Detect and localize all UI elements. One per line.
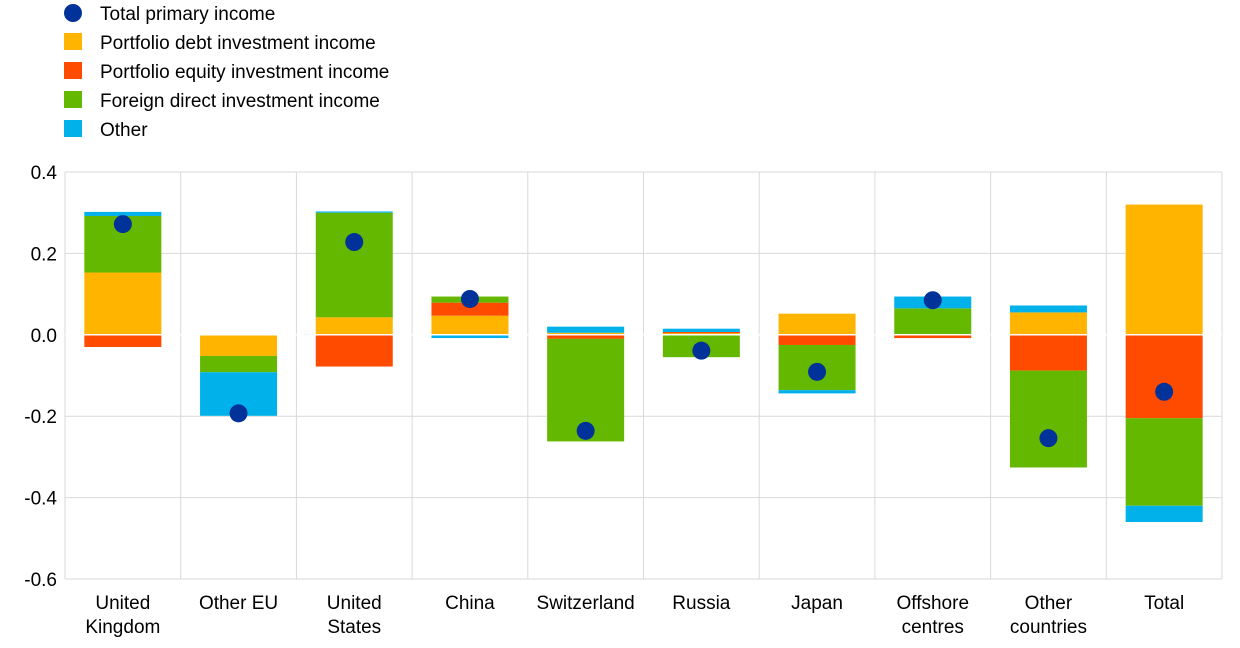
legend-swatch-portfolio-equity — [64, 62, 82, 79]
legend-label-fdi: Foreign direct investment income — [100, 91, 380, 112]
bar-segment-0 — [547, 332, 625, 335]
y-tick-label: 0.2 — [31, 244, 57, 265]
category-label-line: Switzerland — [537, 593, 635, 614]
total-primary-income-point — [1039, 429, 1058, 448]
legend-item-fdi: Foreign direct investment income — [64, 91, 380, 112]
total-primary-income-point — [1155, 382, 1174, 401]
category-label-line: Russia — [672, 593, 731, 614]
y-tick-label: 0.0 — [31, 326, 57, 347]
bar-segment-2 — [1125, 418, 1203, 506]
bar-segment-0 — [662, 333, 740, 335]
legend-item-portfolio-equity: Portfolio equity investment income — [64, 62, 389, 83]
y-tick-label: -0.6 — [24, 570, 57, 591]
category-label-line: centres — [902, 617, 964, 638]
bar-segment-3 — [778, 390, 856, 394]
legend-item-other: Other — [64, 120, 148, 141]
total-primary-income-point — [692, 341, 711, 360]
legend-label-portfolio-debt: Portfolio debt investment income — [100, 33, 376, 54]
category-label-line: Kingdom — [85, 617, 160, 638]
bar-segment-3 — [547, 326, 625, 333]
category-label-line: United — [327, 593, 382, 614]
bar-segment-0 — [431, 315, 509, 335]
total-primary-income-point — [923, 291, 942, 310]
total-primary-income-point — [113, 215, 132, 234]
x-axis: United Kingdom Other EU United States China Sw… — [85, 593, 1184, 638]
category-label: Switzerland — [537, 593, 635, 614]
total-primary-income-point — [345, 233, 364, 252]
y-axis: 0.4 0.2 0.0 -0.2 -0.4 -0.6 — [24, 163, 57, 591]
category-label-line: countries — [1010, 617, 1087, 638]
bar-segment-1 — [662, 331, 740, 334]
bar-segment-1 — [315, 334, 393, 367]
category-label: Other countries — [1010, 593, 1087, 638]
y-tick-label: 0.4 — [31, 163, 58, 184]
legend-label-portfolio-equity: Portfolio equity investment income — [100, 62, 389, 83]
legend-marker-total-primary-income — [64, 4, 82, 22]
total-primary-income-point — [460, 289, 479, 308]
bar-segment-3 — [84, 211, 162, 216]
bar-segment-1 — [894, 334, 972, 339]
bar-segment-1 — [1009, 334, 1087, 371]
bar-segment-1 — [1125, 334, 1203, 419]
category-label-line: Total — [1144, 593, 1184, 614]
category-label: Offshore centres — [896, 593, 969, 638]
bar-segment-1 — [431, 302, 509, 316]
category-label-line: Offshore — [896, 593, 969, 614]
y-tick-label: -0.2 — [24, 407, 57, 428]
bar-segment-0 — [778, 313, 856, 335]
legend-item-total-primary-income: Total primary income — [64, 4, 275, 25]
bar-segment-0 — [1125, 204, 1203, 335]
bar-segment-2 — [315, 212, 393, 318]
category-label-line: United — [95, 593, 150, 614]
category-label-line: Other — [1025, 593, 1073, 614]
category-label: China — [445, 593, 495, 614]
category-label-line: Other EU — [199, 593, 278, 614]
legend-swatch-other — [64, 120, 82, 137]
legend-swatch-portfolio-debt — [64, 33, 82, 50]
category-label-line: States — [327, 617, 381, 638]
category-label: Other EU — [199, 593, 278, 614]
bar-segment-0 — [84, 272, 162, 335]
bar-segment-3 — [431, 334, 509, 339]
bar-segment-0 — [1009, 312, 1087, 335]
category-label-line: China — [445, 593, 495, 614]
category-label-line: Japan — [791, 593, 843, 614]
total-primary-income-point — [808, 362, 827, 381]
legend-item-portfolio-debt: Portfolio debt investment income — [64, 33, 376, 54]
bar-segment-3 — [662, 328, 740, 332]
bar-segment-1 — [84, 334, 162, 348]
legend-swatch-fdi — [64, 91, 82, 108]
bar-segment-2 — [200, 355, 278, 373]
bar-segment-1 — [778, 334, 856, 345]
total-primary-income-point — [229, 404, 248, 423]
bar-segment-0 — [200, 334, 278, 356]
legend-label-total-primary-income: Total primary income — [100, 4, 275, 25]
bar-segment-2 — [1009, 370, 1087, 468]
legend-label-other: Other — [100, 120, 148, 141]
category-label: United Kingdom — [85, 593, 160, 638]
bar-segment-2 — [894, 308, 972, 334]
bar-segment-1 — [547, 334, 625, 339]
total-primary-income-point — [576, 421, 595, 440]
category-label: United States — [327, 593, 382, 638]
category-label: Russia — [672, 593, 731, 614]
y-tick-label: -0.4 — [24, 489, 57, 510]
legend: Total primary income Portfolio debt inve… — [64, 4, 389, 141]
category-label: Total — [1144, 593, 1184, 614]
bar-segment-3 — [1009, 305, 1087, 313]
bar-segment-0 — [315, 317, 393, 335]
category-label: Japan — [791, 593, 843, 614]
bar-segment-3 — [1125, 505, 1203, 523]
bar-segment-3 — [315, 211, 393, 213]
dots — [113, 215, 1174, 448]
